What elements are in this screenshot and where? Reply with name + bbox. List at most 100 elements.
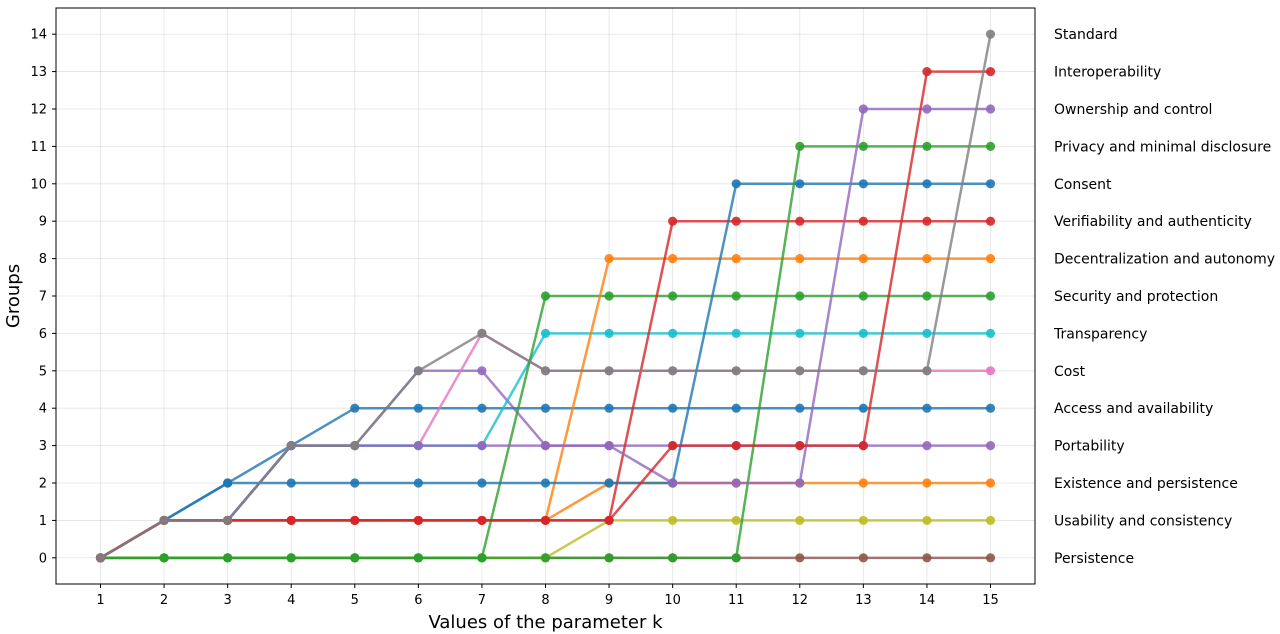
legend-entry: Access and availability bbox=[1054, 401, 1213, 417]
x-tick-label: 2 bbox=[160, 593, 168, 608]
legend-entry: Security and protection bbox=[1054, 289, 1218, 305]
x-tick-label: 1 bbox=[96, 593, 104, 608]
data-point bbox=[604, 553, 614, 563]
data-point bbox=[858, 403, 868, 413]
data-point bbox=[350, 403, 360, 413]
data-point bbox=[477, 478, 487, 488]
data-point bbox=[858, 328, 868, 339]
y-tick-label: 14 bbox=[30, 28, 47, 43]
x-tick-label: 9 bbox=[605, 593, 613, 608]
data-point bbox=[858, 216, 868, 226]
data-point bbox=[985, 478, 996, 488]
y-tick-label: 13 bbox=[30, 65, 47, 80]
data-point bbox=[922, 328, 932, 339]
data-point bbox=[731, 515, 741, 526]
data-point bbox=[668, 328, 678, 339]
data-point bbox=[795, 366, 805, 376]
data-point bbox=[223, 553, 233, 563]
data-point bbox=[668, 291, 678, 301]
data-point bbox=[858, 104, 868, 114]
data-point bbox=[604, 441, 614, 451]
data-point bbox=[540, 366, 551, 376]
y-tick-label: 0 bbox=[39, 551, 47, 566]
data-point bbox=[477, 515, 487, 526]
data-point bbox=[922, 553, 932, 563]
x-tick-label: 4 bbox=[287, 593, 295, 608]
data-point bbox=[540, 553, 551, 563]
data-point bbox=[413, 553, 423, 563]
data-point bbox=[477, 553, 487, 563]
y-tick-label: 6 bbox=[39, 327, 47, 342]
data-point bbox=[795, 179, 805, 189]
data-point bbox=[795, 216, 805, 226]
x-tick-label: 10 bbox=[664, 593, 681, 608]
y-tick-label: 11 bbox=[30, 140, 47, 155]
data-point bbox=[858, 366, 868, 376]
data-point bbox=[540, 403, 551, 413]
data-point bbox=[604, 478, 614, 488]
x-tick-label: 13 bbox=[855, 593, 872, 608]
data-point bbox=[159, 553, 169, 563]
data-point bbox=[985, 328, 996, 339]
data-point bbox=[668, 403, 678, 413]
data-point bbox=[985, 441, 996, 451]
y-tick-label: 5 bbox=[39, 364, 47, 379]
data-point bbox=[731, 366, 741, 376]
data-point bbox=[922, 216, 932, 226]
data-point bbox=[922, 441, 932, 451]
data-point bbox=[413, 441, 423, 451]
data-point bbox=[350, 441, 360, 451]
x-tick-label: 5 bbox=[351, 593, 359, 608]
data-point bbox=[731, 441, 741, 451]
data-point bbox=[858, 478, 868, 488]
data-point bbox=[540, 328, 551, 339]
data-point bbox=[731, 253, 741, 264]
legend-entry: Portability bbox=[1054, 439, 1125, 455]
data-point bbox=[922, 141, 932, 151]
data-point bbox=[795, 141, 805, 151]
data-point bbox=[604, 403, 614, 413]
x-tick-label: 11 bbox=[728, 593, 745, 608]
data-point bbox=[286, 478, 296, 488]
y-tick-label: 10 bbox=[30, 177, 47, 192]
data-point bbox=[985, 66, 996, 77]
data-point bbox=[922, 253, 932, 264]
x-tick-label: 7 bbox=[478, 593, 486, 608]
series-layer bbox=[95, 29, 996, 563]
data-point bbox=[858, 179, 868, 189]
data-point bbox=[985, 253, 996, 264]
data-point bbox=[795, 441, 805, 451]
x-tick-label: 12 bbox=[792, 593, 809, 608]
data-point bbox=[731, 478, 741, 488]
y-tick-label: 2 bbox=[39, 477, 47, 492]
data-point bbox=[858, 441, 868, 451]
data-point bbox=[795, 253, 805, 264]
data-point bbox=[604, 291, 614, 301]
data-point bbox=[858, 253, 868, 264]
data-point bbox=[985, 366, 996, 376]
data-point bbox=[413, 403, 423, 413]
data-point bbox=[985, 515, 996, 526]
data-point bbox=[540, 478, 551, 488]
y-tick-label: 12 bbox=[30, 102, 47, 117]
legend: Persistence Usability and consistency Exis… bbox=[1053, 27, 1275, 567]
data-point bbox=[668, 515, 678, 526]
data-point bbox=[604, 328, 614, 339]
data-point bbox=[477, 441, 487, 451]
data-point bbox=[731, 553, 741, 563]
data-point bbox=[922, 66, 932, 77]
data-point bbox=[350, 553, 360, 563]
data-point bbox=[668, 253, 678, 264]
y-tick-label: 1 bbox=[39, 514, 47, 529]
x-tick-label: 8 bbox=[541, 593, 549, 608]
data-point bbox=[731, 328, 741, 339]
legend-entry: Consent bbox=[1054, 177, 1112, 193]
data-point bbox=[95, 553, 106, 563]
data-point bbox=[731, 291, 741, 301]
data-point bbox=[985, 29, 996, 39]
data-point bbox=[985, 403, 996, 413]
data-point bbox=[286, 441, 296, 451]
data-point bbox=[477, 366, 487, 376]
